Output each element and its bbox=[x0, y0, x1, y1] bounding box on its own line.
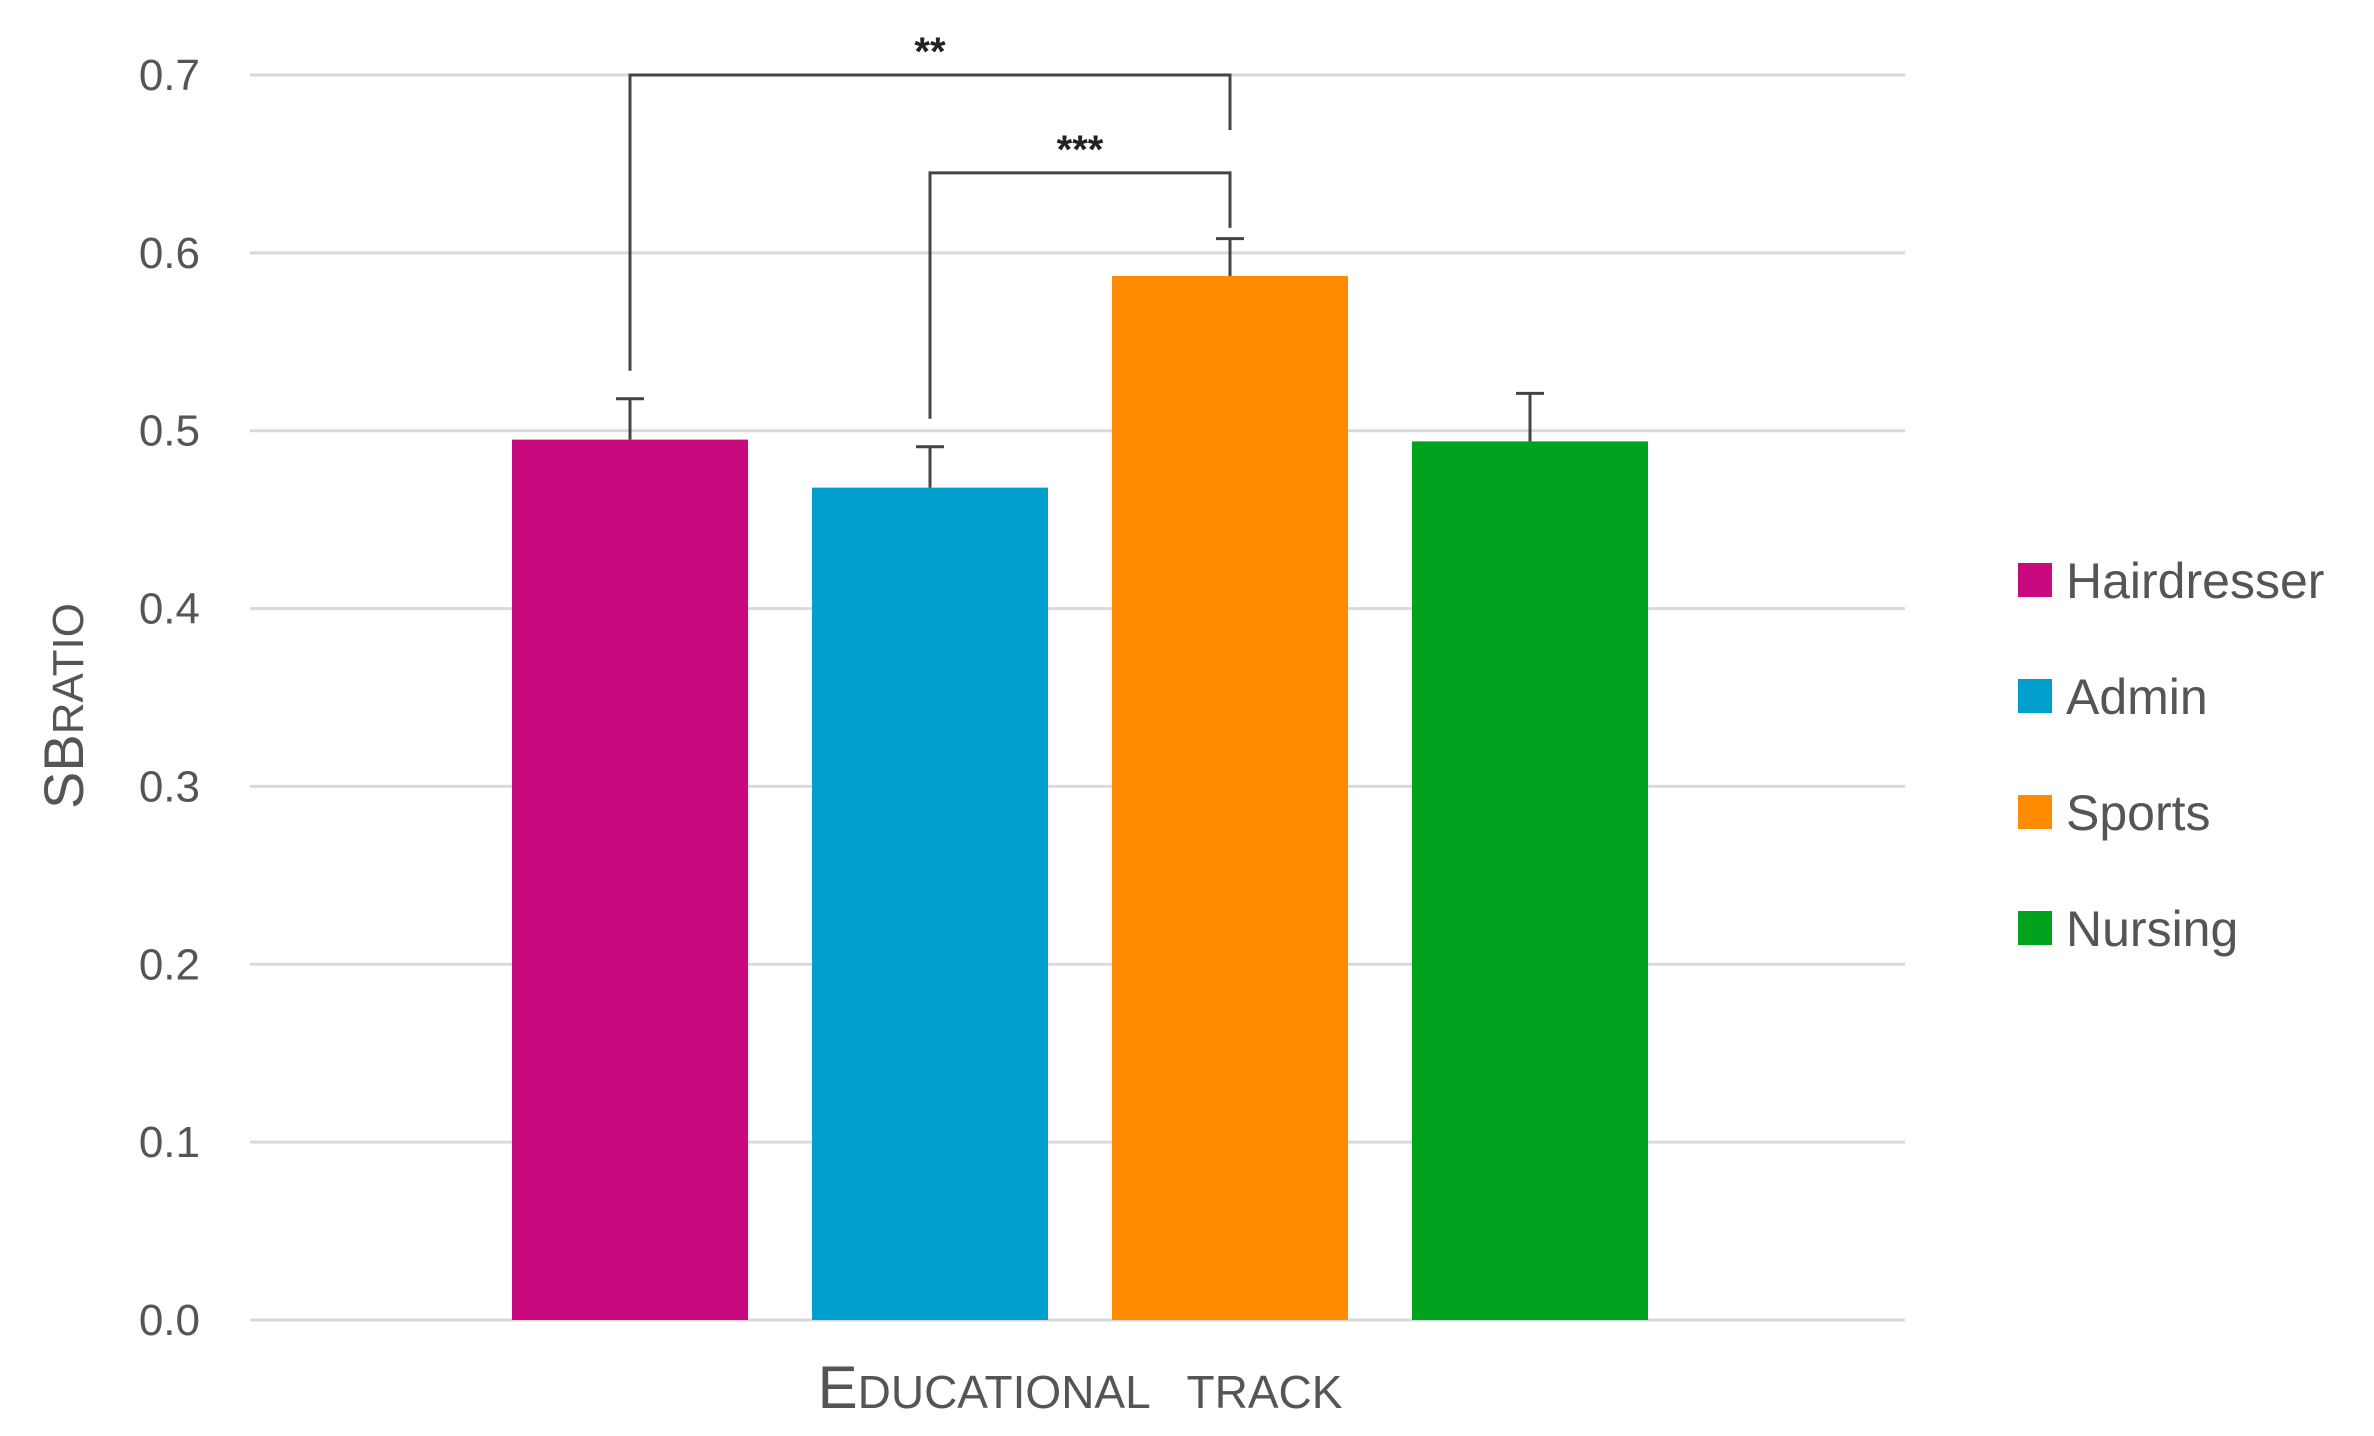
x-axis-title-rest: DUCATIONAL TRACK bbox=[858, 1366, 1343, 1418]
legend-label: Hairdresser bbox=[2066, 553, 2324, 609]
legend-label: Sports bbox=[2066, 785, 2211, 841]
x-axis-title: EDUCATIONAL TRACK bbox=[818, 1354, 1343, 1421]
error-bar-admin bbox=[916, 445, 944, 488]
y-tick-label: 0.4 bbox=[139, 585, 200, 634]
x-axis-title-cap: E bbox=[818, 1354, 858, 1421]
legend: Hairdresser Admin Sports Nursing bbox=[2018, 553, 2324, 957]
legend-swatch bbox=[2018, 911, 2052, 945]
legend-item-hairdresser: Hairdresser bbox=[2018, 553, 2324, 609]
y-tick-label: 0.0 bbox=[139, 1296, 200, 1345]
significance-bracket: *** bbox=[928, 128, 1232, 419]
error-bar-sports bbox=[1216, 237, 1244, 276]
y-tick-label: 0.2 bbox=[139, 940, 200, 989]
error-bar-nursing bbox=[1516, 391, 1544, 442]
y-tick-label: 0.1 bbox=[139, 1118, 200, 1167]
legend-swatch bbox=[2018, 795, 2052, 829]
y-axis-title-cap: SB bbox=[32, 734, 95, 809]
legend-swatch bbox=[2018, 679, 2052, 713]
bar-sports bbox=[1112, 275, 1348, 1321]
bar-admin bbox=[812, 487, 1048, 1321]
legend-item-admin: Admin bbox=[2018, 669, 2208, 725]
bar-nursing bbox=[1412, 441, 1648, 1320]
legend-swatch bbox=[2018, 563, 2052, 597]
legend-label: Nursing bbox=[2066, 901, 2238, 957]
bar-hairdresser bbox=[512, 439, 748, 1320]
significance-bracket: ** bbox=[628, 30, 1232, 371]
legend-label: Admin bbox=[2066, 669, 2208, 725]
y-axis-ticks: 0.0 0.1 0.2 0.3 0.4 0.5 0.6 0.7 bbox=[139, 51, 200, 1345]
gridlines bbox=[250, 73, 1905, 1322]
legend-item-sports: Sports bbox=[2018, 785, 2211, 841]
bars bbox=[512, 275, 1648, 1321]
y-axis-title-rest: RATIO bbox=[44, 603, 93, 734]
significance-label: ** bbox=[914, 30, 946, 74]
significance-label: *** bbox=[1057, 128, 1104, 172]
y-axis-title: SBRATIO bbox=[32, 603, 95, 809]
error-bars bbox=[616, 237, 1544, 488]
error-bar-hairdresser bbox=[616, 397, 644, 440]
y-tick-label: 0.7 bbox=[139, 51, 200, 100]
legend-item-nursing: Nursing bbox=[2018, 901, 2238, 957]
y-tick-label: 0.5 bbox=[139, 407, 200, 456]
significance-brackets: ***** bbox=[628, 30, 1232, 419]
y-tick-label: 0.3 bbox=[139, 762, 200, 811]
y-tick-label: 0.6 bbox=[139, 229, 200, 278]
